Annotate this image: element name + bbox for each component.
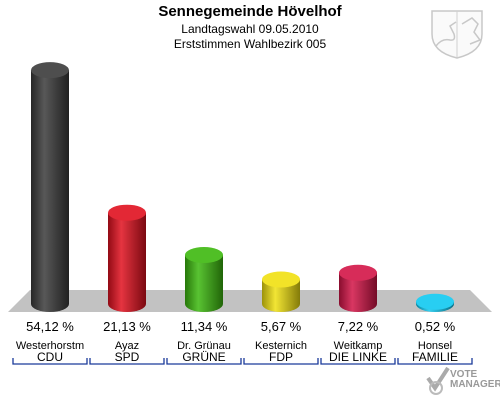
chart-title: Sennegemeinde Hövelhof <box>158 3 342 20</box>
category-bracket <box>320 358 396 365</box>
bar-top <box>31 62 69 79</box>
chart-subtitle: Landtagswahl 09.05.2010 <box>181 22 319 36</box>
bar-fdp <box>262 271 300 312</box>
vote-manager-logo-icon <box>426 366 450 395</box>
candidate-label: Weitkamp <box>334 340 383 352</box>
bar-top <box>262 271 300 288</box>
candidate-label: Westerhorstm <box>16 340 84 352</box>
bar-body <box>108 212 146 312</box>
bar-body <box>262 279 300 312</box>
bar-body <box>31 70 69 312</box>
value-label: 11,34 % <box>181 319 228 334</box>
chart-header: Sennegemeinde Hövelhof Landtagswahl 09.0… <box>0 0 500 51</box>
vote-manager-logo-text: VOTE MANAGER <box>450 370 500 390</box>
bar-top <box>416 293 454 310</box>
candidate-label: Honsel <box>418 340 452 352</box>
bar-top <box>108 204 146 221</box>
candidate-label: Ayaz <box>115 340 139 352</box>
party-label: FDP <box>269 350 293 364</box>
bar-top <box>185 246 223 263</box>
party-label: CDU <box>37 350 63 364</box>
category-bracket <box>89 358 165 365</box>
category-bracket <box>166 358 242 365</box>
bar-familie <box>416 293 454 312</box>
bar-die-linke <box>339 264 377 312</box>
value-label: 0,52 % <box>415 319 456 334</box>
value-label: 54,12 % <box>26 319 74 334</box>
logo-line-1: VOTE <box>450 369 478 380</box>
bar-body <box>185 254 223 312</box>
category-bracket <box>12 358 88 365</box>
bars-group <box>31 62 454 312</box>
party-label: SPD <box>115 350 140 364</box>
bar-cdu <box>31 62 69 312</box>
bar-body <box>339 272 377 312</box>
logo-line-2: MANAGER <box>450 379 500 390</box>
value-label: 21,13 % <box>103 319 151 334</box>
value-label: 5,67 % <box>261 319 302 334</box>
party-label: GRÜNE <box>182 350 225 364</box>
category-bracket <box>243 358 319 365</box>
party-label: FAMILIE <box>412 350 458 364</box>
category-bracket <box>397 358 473 365</box>
candidate-label: Dr. Grünau <box>177 340 231 352</box>
bar-top <box>339 264 377 281</box>
bar-grüne <box>185 246 223 312</box>
candidate-label: Kesternich <box>255 340 307 352</box>
bar-spd <box>108 204 146 312</box>
coat-of-arms-icon <box>431 10 483 59</box>
party-label: DIE LINKE <box>329 350 387 364</box>
chart-subtitle-2: Erststimmen Wahlbezirk 005 <box>173 37 327 51</box>
value-label: 7,22 % <box>338 319 379 334</box>
